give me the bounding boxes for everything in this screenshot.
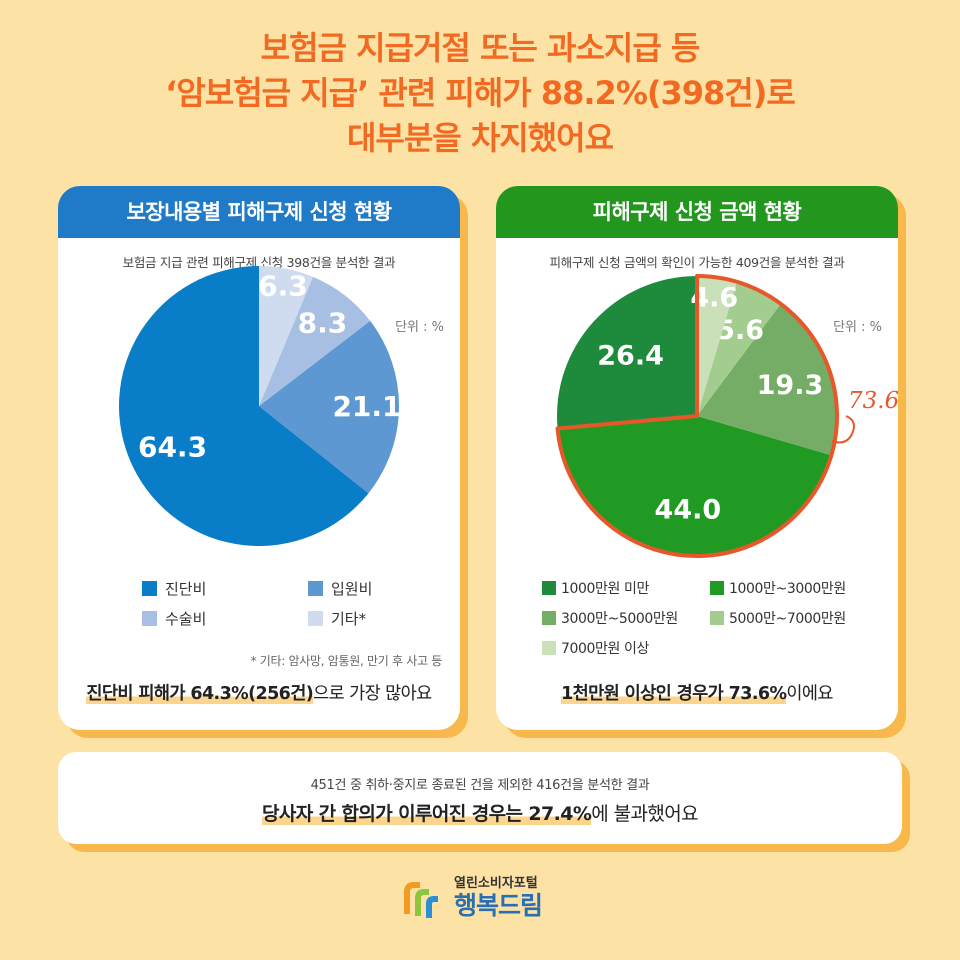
coverage-footnote: * 기타: 암사망, 암통원, 만기 후 사고 등 bbox=[250, 654, 443, 668]
amount-summary: 1천만원 이상인 경우가 73.6%이에요 bbox=[496, 680, 898, 705]
pie-value-label-3: 19.3 bbox=[757, 370, 824, 401]
pie-value-label-2: 44.0 bbox=[655, 495, 722, 526]
pie-slice-2 bbox=[557, 416, 832, 557]
legend-swatch bbox=[142, 581, 157, 596]
coverage-unit-label: 단위 : % bbox=[395, 320, 444, 335]
portal-logo-subtitle: 열린소비자포털 bbox=[454, 876, 538, 891]
portal-logo[interactable]: 열린소비자포털 행복드림 bbox=[400, 872, 543, 921]
coverage-summary-highlight: 진단비 피해가 64.3%(256건) bbox=[86, 684, 314, 704]
headline-line-3: 대부분을 차지했어요 bbox=[346, 119, 614, 157]
pie-value-label-1: 26.4 bbox=[597, 340, 664, 371]
amount-card-title: 피해구제 신청 금액 현황 bbox=[496, 186, 898, 238]
pie-slice-3 bbox=[259, 276, 371, 406]
pie-value-label-4: 6.3 bbox=[258, 269, 308, 302]
pie-slice-4 bbox=[697, 281, 781, 416]
pie-slice-5 bbox=[697, 276, 737, 416]
legend-swatch bbox=[542, 641, 556, 655]
coverage-summary-rest: 으로 가장 많아요 bbox=[313, 684, 432, 704]
pie-value-label-3: 8.3 bbox=[298, 307, 348, 340]
annotation-curl bbox=[831, 415, 855, 444]
legend-label: 기타* bbox=[331, 610, 367, 628]
agreement-subtitle: 451건 중 취하·중지로 종료된 건을 제외한 416건을 분석한 결과 bbox=[310, 778, 650, 793]
pie-value-label-2: 21.1 bbox=[332, 390, 401, 423]
pie-slice-4 bbox=[259, 266, 313, 406]
legend-swatch bbox=[308, 611, 323, 626]
legend-swatch bbox=[542, 581, 556, 595]
headline-line-2: ‘암보험금 지급’ 관련 피해가 88.2%(398건)로 bbox=[165, 74, 796, 112]
portal-logo-icon bbox=[404, 881, 438, 918]
legend-label: 7000만원 이상 bbox=[561, 641, 649, 657]
coverage-card-subtitle: 보험금 지급 관련 피해구제 신청 398건을 분석한 결과 bbox=[122, 255, 396, 270]
headline: 보험금 지급거절 또는 과소지급 등 ‘암보험금 지급’ 관련 피해가 88.2… bbox=[0, 26, 960, 161]
agreement-statement: 당사자 간 합의가 이루어진 경우는 27.4%에 불과했어요 bbox=[58, 799, 902, 826]
amount-card-subtitle: 피해구제 신청 금액의 확인이 가능한 409건을 분석한 결과 bbox=[549, 255, 845, 270]
legend-item-5: 7000만원 이상 bbox=[542, 638, 649, 658]
annotation-total-label: 73.6 bbox=[848, 388, 898, 414]
legend-label: 진단비 bbox=[165, 580, 207, 598]
legend-swatch bbox=[542, 611, 556, 625]
coverage-pie-chart: 64.3 21.1 8.3 6.3 bbox=[119, 266, 402, 546]
legend-label: 5000만~7000만원 bbox=[729, 611, 846, 627]
legend-item-1: 진단비 bbox=[142, 578, 206, 599]
pie-slice-1 bbox=[557, 276, 697, 429]
legend-swatch bbox=[710, 581, 724, 595]
pie-slice-1 bbox=[119, 266, 369, 546]
pie-value-label-1: 64.3 bbox=[138, 431, 207, 464]
legend-label: 1000만~3000만원 bbox=[729, 581, 846, 597]
agreement-box: 451건 중 취하·중지로 종료된 건을 제외한 416건을 분석한 결과 당사… bbox=[58, 752, 902, 844]
amount-pie-chart: 26.444.019.35.64.673.6 bbox=[555, 274, 898, 558]
portal-logo-name: 행복드림 bbox=[454, 891, 543, 920]
coverage-summary: 진단비 피해가 64.3%(256건)으로 가장 많아요 bbox=[58, 680, 460, 705]
legend-item-2: 1000만~3000만원 bbox=[710, 578, 846, 598]
legend-item-4: 기타* bbox=[308, 608, 366, 629]
legend-item-3: 3000만~5000만원 bbox=[542, 608, 678, 628]
highlight-outline bbox=[555, 274, 839, 558]
pie-slice-3 bbox=[697, 303, 837, 456]
coverage-card-title: 보장내용별 피해구제 신청 현황 bbox=[58, 186, 460, 238]
pie-slice-2 bbox=[259, 320, 399, 494]
agreement-rest: 에 불과했어요 bbox=[591, 803, 699, 825]
amount-unit-label: 단위 : % bbox=[833, 320, 882, 335]
legend-swatch bbox=[308, 581, 323, 596]
agreement-highlight: 당사자 간 합의가 이루어진 경우는 27.4% bbox=[261, 803, 592, 825]
legend-swatch bbox=[710, 611, 724, 625]
amount-summary-highlight: 1천만원 이상인 경우가 73.6% bbox=[561, 684, 787, 704]
legend-item-1: 1000만원 미만 bbox=[542, 578, 649, 598]
legend-label: 수술비 bbox=[165, 610, 207, 628]
headline-line-1: 보험금 지급거절 또는 과소지급 등 bbox=[260, 29, 701, 67]
legend-label: 입원비 bbox=[331, 580, 373, 598]
amount-card: 피해구제 신청 금액 현황 피해구제 신청 금액의 확인이 가능한 409건을 … bbox=[496, 186, 898, 730]
legend-item-2: 입원비 bbox=[308, 578, 372, 599]
amount-summary-rest: 이에요 bbox=[786, 684, 833, 704]
coverage-card: 보장내용별 피해구제 신청 현황 보험금 지급 관련 피해구제 신청 398건을… bbox=[58, 186, 460, 730]
legend-item-4: 5000만~7000만원 bbox=[710, 608, 846, 628]
legend-item-3: 수술비 bbox=[142, 608, 206, 629]
legend-swatch bbox=[142, 611, 157, 626]
legend-label: 1000만원 미만 bbox=[561, 581, 649, 597]
legend-label: 3000만~5000만원 bbox=[561, 611, 678, 627]
